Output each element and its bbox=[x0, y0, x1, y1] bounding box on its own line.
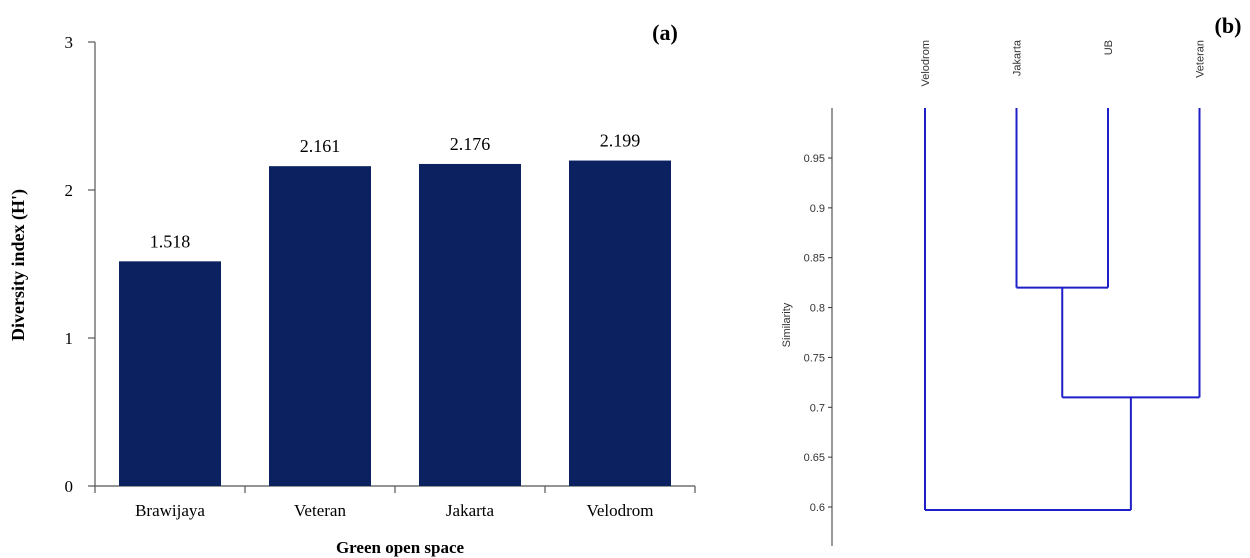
bar bbox=[119, 261, 221, 486]
bar-y-tick-label: 0 bbox=[65, 477, 74, 496]
bar-category-label: Jakarta bbox=[446, 501, 495, 520]
bar-chart-panel: (a) Green open space Diversity index (H'… bbox=[8, 20, 696, 557]
bar-y-tick-label: 3 bbox=[65, 33, 74, 52]
bar-x-axis-title: Green open space bbox=[336, 538, 465, 557]
bar-value-label: 2.199 bbox=[600, 131, 641, 151]
dendrogram-leaf-label: Jakarta bbox=[1012, 39, 1024, 76]
dendrogram-marks: 0.6 0.65 0.7 0.75 0.8 0.85 0.9 0.95 Velodrom Jaka… bbox=[804, 39, 1207, 514]
bar bbox=[269, 166, 371, 486]
bar-value-label: 2.176 bbox=[450, 134, 491, 154]
bar bbox=[569, 160, 671, 486]
bar-value-label: 1.518 bbox=[150, 231, 191, 251]
dendrogram-y-tick-label: 0.65 bbox=[804, 452, 825, 464]
dendrogram-y-tick-label: 0.8 bbox=[810, 303, 825, 315]
panel-a-label: (a) bbox=[652, 20, 678, 45]
dendrogram-y-tick-label: 0.7 bbox=[810, 402, 825, 414]
bar-value-label: 2.161 bbox=[300, 136, 341, 156]
bar-marks: 0 1 2 3 1.518 Brawijaya 2.161 Veteran 2.176 Jakar… bbox=[65, 33, 696, 520]
panel-b-label: (b) bbox=[1215, 13, 1242, 38]
dendrogram-leaf-label: Velodrom bbox=[920, 40, 932, 86]
dendrogram-y-tick-label: 0.6 bbox=[810, 502, 825, 514]
dendrogram-leaf-label: UB bbox=[1103, 40, 1115, 55]
dendrogram-leaf-label: Veteran bbox=[1195, 40, 1207, 78]
dendrogram-y-tick-label: 0.85 bbox=[804, 253, 825, 265]
bar-category-label: Velodrom bbox=[586, 501, 653, 520]
bar-y-tick-label: 2 bbox=[65, 181, 74, 200]
dendrogram-panel: (b) Similarity 0.60.650.70.750.80.850.90… bbox=[781, 13, 1241, 546]
bar-y-tick-label: 1 bbox=[65, 329, 74, 348]
dendrogram-y-axis-title: Similarity bbox=[781, 302, 793, 347]
dendrogram-y-tick-label: 0.95 bbox=[804, 153, 825, 165]
bar-y-axis-title: Diversity index (H') bbox=[8, 189, 29, 341]
bar-category-label: Brawijaya bbox=[135, 501, 205, 520]
bar-category-label: Veteran bbox=[294, 501, 346, 520]
dendrogram-y-tick-label: 0.9 bbox=[810, 203, 825, 215]
bar bbox=[419, 163, 521, 486]
dendrogram-y-tick-label: 0.75 bbox=[804, 352, 825, 364]
